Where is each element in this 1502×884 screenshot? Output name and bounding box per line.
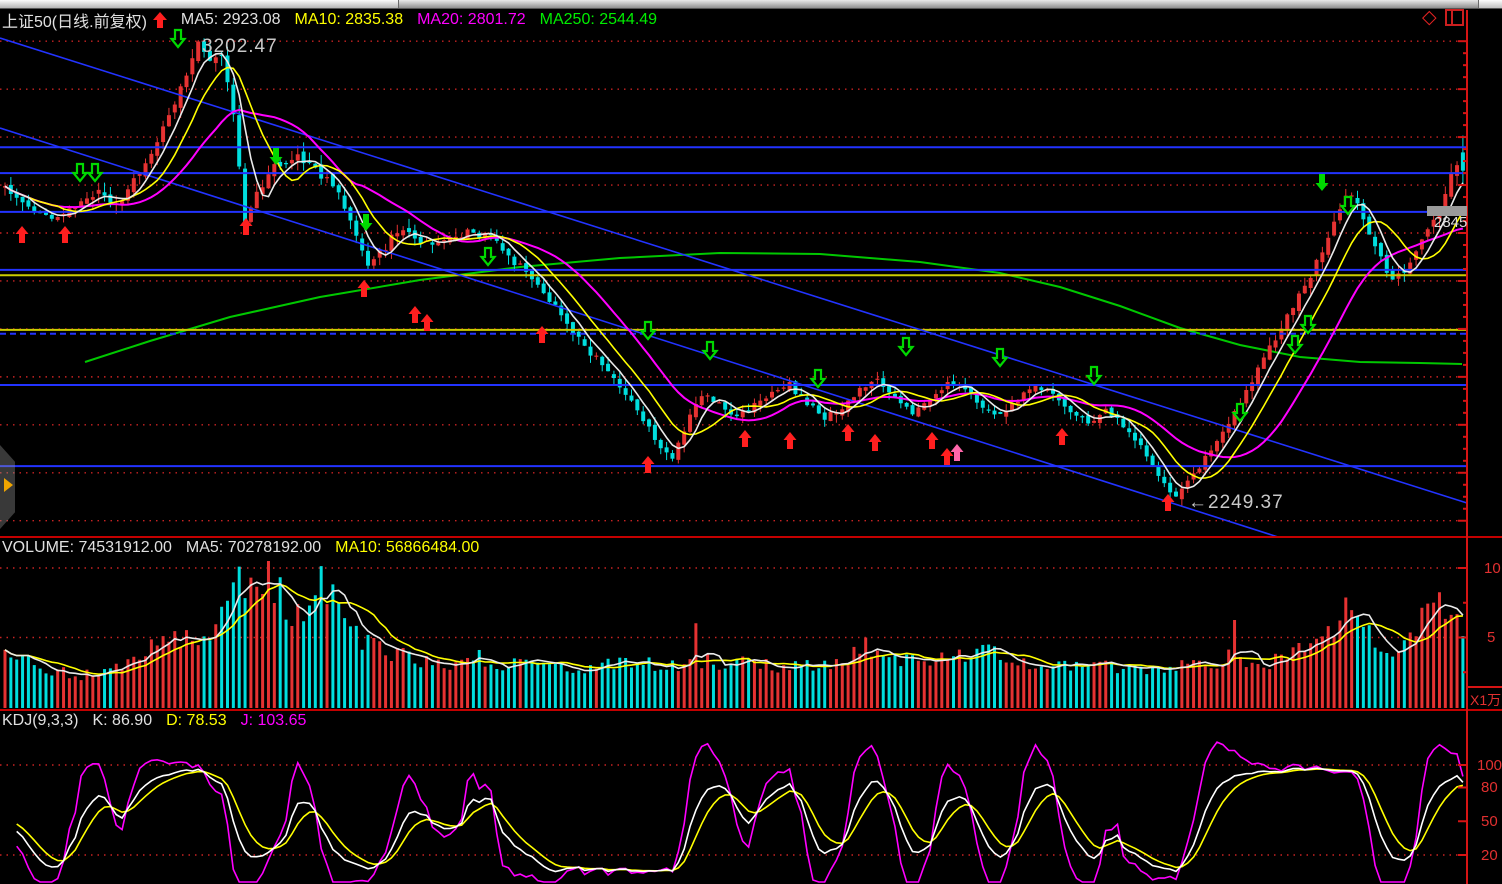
volume-header: VOLUME: 74531912.00 MA5: 70278192.00 MA1…: [2, 539, 493, 557]
line-price-tag[interactable]: 2845: [1434, 214, 1468, 231]
kdj-k-readout: K: 86.90: [92, 712, 153, 729]
volume-axis-label-10: 10: [1484, 560, 1501, 577]
ma20-readout-label: MA20: 2801.72: [417, 11, 526, 28]
kdj-j-readout: J: 103.65: [240, 712, 307, 729]
volume-ma10-readout: MA10: 56866484.00: [335, 539, 480, 556]
main-chart-header: 上证50(日线.前复权) MA5: 2923.08 MA10: 2835.38 …: [2, 8, 671, 32]
volume-ma5-readout: MA5: 70278192.00: [185, 539, 322, 556]
ma5-readout-label: MA5: 2923.08: [180, 11, 281, 28]
kdj-axis-label-100: 100: [1477, 757, 1502, 774]
kdj-d-readout: D: 78.53: [166, 712, 227, 729]
horizontal-scrollbar[interactable]: [0, 0, 1502, 9]
diamond-icon[interactable]: ◇: [1422, 6, 1437, 28]
ma250-readout-label: MA250: 2544.49: [539, 11, 658, 28]
kdj-axis-label-80: 80: [1481, 779, 1498, 796]
ma10-readout-label: MA10: 2835.38: [294, 11, 404, 28]
kdj-axis-label-20: 20: [1481, 847, 1498, 864]
trough-price-annotation: ←2249.37: [1188, 492, 1284, 513]
scrollbar-right-button[interactable]: [1478, 0, 1502, 8]
symbol-title: 上证50(日线.前复权): [2, 14, 147, 31]
kdj-axis-label-50: 50: [1481, 813, 1498, 830]
peak-price-annotation: 3202.47: [202, 36, 278, 57]
volume-axis-label-5: 5: [1487, 629, 1496, 646]
red-up-arrow-icon: [152, 12, 167, 28]
kdj-name-label: KDJ(9,3,3): [2, 712, 79, 729]
scrollbar-thumb[interactable]: [0, 0, 399, 8]
volume-readout: VOLUME: 74531912.00: [2, 539, 172, 556]
expand-right-triangle-icon: [4, 478, 13, 492]
split-window-icon[interactable]: [1444, 9, 1464, 26]
volume-unit-label: X1万: [1470, 692, 1502, 708]
left-panel-expand-toggle[interactable]: [0, 445, 15, 529]
corner-tools: ◇: [1422, 6, 1464, 28]
kdj-header: KDJ(9,3,3) K: 86.90 D: 78.53 J: 103.65: [2, 712, 320, 730]
